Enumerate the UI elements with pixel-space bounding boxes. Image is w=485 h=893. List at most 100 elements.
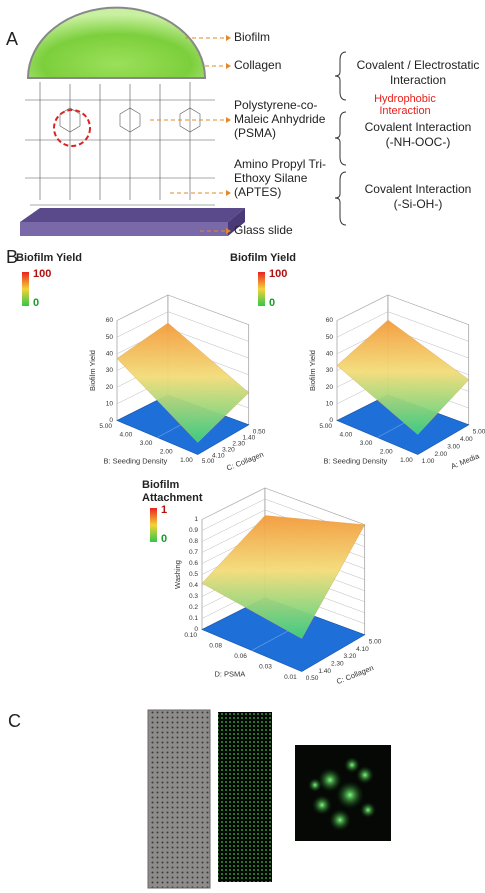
z-axis-label: Biofilm Yield [308, 350, 317, 391]
z-axis-label: Washing [173, 560, 182, 589]
floor [336, 394, 470, 455]
arrow-head [226, 228, 231, 234]
z-tick-label: 60 [106, 317, 114, 324]
arrow-head [226, 117, 231, 123]
arrow-head [226, 190, 231, 196]
layer-label: Amino Propyl Tri- [234, 157, 326, 171]
x-tick-label: 1.40 [243, 434, 256, 441]
y-tick-label: 1.00 [180, 457, 193, 464]
x-tick-label: 3.00 [447, 443, 460, 450]
z-tick-label: 0.1 [189, 615, 198, 622]
grid-line [201, 487, 365, 525]
interaction-label: Hydrophobic [374, 93, 436, 105]
x-tick-label: 3.20 [222, 446, 235, 453]
panel-label: B [6, 247, 18, 267]
grid-line [336, 294, 469, 325]
z-tick-label: 0.9 [189, 527, 198, 534]
colorbar [22, 272, 29, 306]
y-tick-label: 0.01 [284, 674, 297, 681]
colorbar-min: 0 [161, 533, 167, 545]
x-tick-label: 5.00 [202, 458, 215, 465]
x-tick-label: 4.00 [460, 436, 473, 443]
z-tick-label: 30 [106, 367, 114, 374]
y-tick-label: 2.00 [380, 449, 393, 456]
z-tick-label: 0.8 [189, 538, 198, 545]
glass-slide-top [20, 208, 245, 222]
x-tick-label: 5.00 [473, 428, 485, 435]
interaction-label: Covalent / Electrostatic [357, 58, 480, 72]
y-tick-label: 1.00 [400, 457, 413, 464]
brackets [334, 51, 347, 226]
y-tick-label: 2.00 [160, 449, 173, 456]
arrow-head [226, 35, 231, 41]
x-tick-label: 3.20 [344, 653, 357, 660]
colorbar-title: Biofilm Yield [230, 252, 296, 264]
y-tick-label: 4.00 [120, 432, 133, 439]
grid-line [336, 311, 469, 342]
colorbar-max: 100 [33, 268, 51, 280]
interaction-label: (-Si-OH-) [394, 197, 443, 211]
y-tick-label: 0.08 [209, 643, 222, 650]
layer-label: Glass slide [234, 223, 293, 237]
layer-label: Polystyrene-co- [234, 98, 317, 112]
z-tick-label: 40 [326, 351, 334, 358]
z-tick-label: 0.4 [189, 582, 198, 589]
z-tick-label: 10 [326, 401, 334, 408]
y-axis-label: B: Seeding Density [323, 456, 387, 465]
colorbar-title: Biofilm [142, 479, 179, 491]
x-tick-label: 2.30 [232, 440, 245, 447]
response-surface [116, 322, 250, 443]
surface-plot: 0 10 20 30 40 50 60 1.00 2.00 3.00 4.00 5.00 0.501.4… [16, 252, 266, 473]
x-tick-label: 2.00 [435, 451, 448, 458]
x-tick-label: 0.50 [253, 428, 266, 435]
y-tick-label: 3.00 [360, 440, 373, 447]
z-tick-label: 0 [329, 417, 333, 424]
slide-photo [147, 709, 211, 889]
panel-a-artwork [20, 6, 347, 236]
z-tick-label: 0 [109, 417, 113, 424]
grid-line [116, 311, 249, 342]
colorbar-title: Biofilm Yield [16, 252, 82, 264]
x-tick-label: 4.10 [356, 646, 369, 653]
x-tick-label: 2.30 [331, 661, 344, 668]
interaction-label: Interaction [379, 105, 430, 117]
panel-c-images [147, 709, 391, 889]
colorbar-max: 1 [161, 504, 167, 516]
hydrophobic-circle [53, 109, 91, 147]
response-surface [201, 515, 366, 639]
z-tick-label: 1 [194, 516, 198, 523]
glass-slide-side [228, 208, 245, 236]
layer-label: Ethoxy Silane [234, 171, 308, 185]
z-tick-label: 0 [194, 626, 198, 633]
layer-label: Biofilm [234, 30, 270, 44]
x-tick-label: 4.10 [212, 452, 225, 459]
glass-slide-front [20, 222, 228, 236]
panel-label: C [8, 711, 21, 731]
z-tick-label: 50 [326, 334, 334, 341]
z-tick-label: 0.5 [189, 571, 198, 578]
layer-label: (APTES) [234, 185, 281, 199]
y-tick-label: 5.00 [99, 423, 112, 430]
z-tick-label: 0.3 [189, 593, 198, 600]
z-tick-label: 40 [106, 351, 114, 358]
floor [201, 597, 366, 672]
x-tick-label: 1.00 [422, 458, 435, 465]
y-tick-label: 0.10 [184, 632, 197, 639]
chemical-structure [25, 82, 215, 206]
y-tick-label: 0.03 [259, 664, 272, 671]
arrow-head [226, 63, 231, 69]
y-tick-label: 5.00 [319, 423, 332, 430]
layer-label: Collagen [234, 58, 281, 72]
surface-plot: 0 0.1 0.2 0.3 0.4 0.5 0.6 0.7 0.8 0.9 1 0.01 0.03 0.0… [142, 479, 382, 686]
biofilm-spots [308, 757, 376, 831]
z-tick-label: 10 [106, 401, 114, 408]
y-tick-label: 3.00 [140, 440, 153, 447]
z-tick-label: 0.7 [189, 549, 198, 556]
y-axis-label: D: PSMA [214, 669, 245, 678]
colorbar-min: 0 [33, 297, 39, 309]
colorbar [150, 508, 157, 542]
z-tick-label: 50 [106, 334, 114, 341]
colorbar-min: 0 [269, 297, 275, 309]
y-tick-label: 0.06 [234, 653, 247, 660]
interaction-label: Covalent Interaction [365, 120, 472, 134]
